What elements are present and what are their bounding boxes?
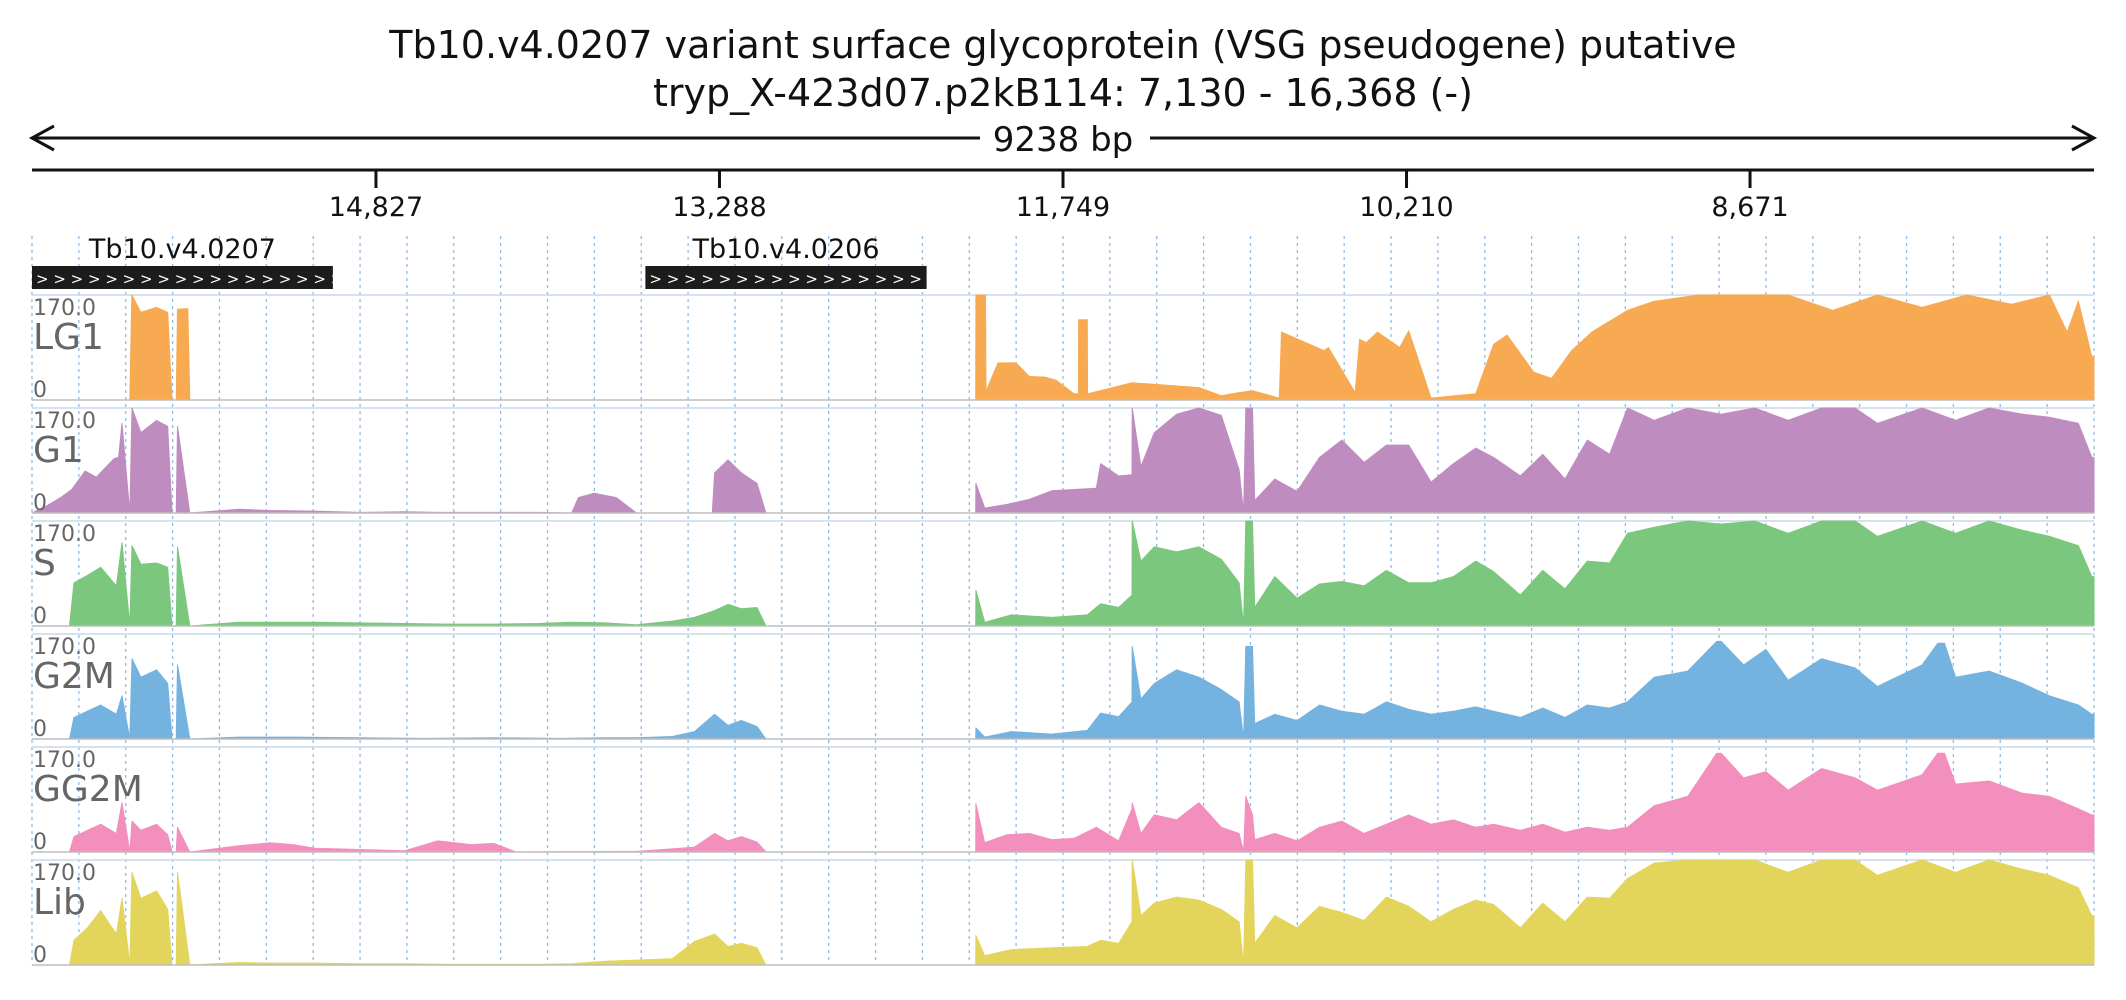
gene-track: Tb10.v4.0207 > > > > > > > > > > > > > > …	[32, 234, 939, 289]
span-arrow-left	[28, 124, 55, 152]
position-axis: 14,827 13,288 11,749 10,210 8,671	[32, 168, 2094, 223]
span-arrow-right	[2071, 124, 2098, 152]
y-min-label: 0	[33, 378, 47, 403]
chart-subtitle: tryp_X-423d07.p2kB114: 7,130 - 16,368 (-…	[653, 71, 1473, 115]
axis-tick-label: 10,210	[1359, 192, 1453, 223]
track-name: S	[33, 543, 56, 584]
span-label: 9238 bp	[993, 120, 1134, 160]
coverage-area	[31, 640, 2095, 740]
y-min-label: 0	[33, 491, 47, 516]
track-name: GG2M	[33, 769, 143, 810]
y-min-label: 0	[33, 943, 47, 968]
y-max-label: 170.0	[33, 522, 96, 547]
coverage-track-g1: 170.0 0 G1	[31, 407, 2095, 516]
span-indicator: 9238 bp	[28, 120, 2098, 160]
coverage-area	[31, 752, 2095, 853]
track-name: G2M	[33, 656, 115, 697]
coverage-area	[31, 407, 2095, 514]
chart-title: Tb10.v4.0207 variant surface glycoprotei…	[388, 23, 1736, 67]
track-name: Lib	[33, 882, 86, 923]
coverage-tracks: 170.00LG1170.00G1170.00S170.00G2M170.00G…	[31, 294, 2095, 968]
gene-feature: Tb10.v4.0207 > > > > > > > > > > > > > > …	[32, 234, 343, 289]
gene-label: Tb10.v4.0206	[691, 234, 879, 265]
gene-strand-glyphs: > > > > > > > > > > > > > > > > >	[649, 270, 939, 288]
y-min-label: 0	[33, 717, 47, 742]
gene-strand-glyphs: > > > > > > > > > > > > > > > > > >	[36, 270, 343, 288]
gene-bar	[32, 266, 333, 289]
axis-tick-label: 14,827	[329, 192, 423, 223]
gene-label: Tb10.v4.0207	[88, 234, 276, 265]
axis-tick-label: 13,288	[672, 192, 766, 223]
gene-bar	[645, 266, 927, 289]
gene-feature: Tb10.v4.0206 > > > > > > > > > > > > > > …	[645, 234, 939, 289]
track-name: LG1	[33, 317, 104, 358]
coverage-track-gg2m: 170.0 0 GG2M	[31, 746, 2095, 855]
y-max-label: 170.0	[33, 861, 96, 886]
coverage-track-lg1: 170.0 0 LG1	[31, 294, 2095, 403]
coverage-track-g2m: 170.0 0 G2M	[31, 633, 2095, 742]
axis-tick-label: 11,749	[1016, 192, 1110, 223]
coverage-area	[31, 520, 2095, 627]
coverage-track-lib: 170.0 0 Lib	[31, 859, 2095, 968]
y-max-label: 170.0	[33, 296, 96, 321]
y-max-label: 170.0	[33, 409, 96, 434]
track-name: G1	[33, 430, 84, 471]
y-max-label: 170.0	[33, 748, 96, 773]
axis-tick-label: 8,671	[1711, 192, 1788, 223]
y-max-label: 170.0	[33, 635, 96, 660]
coverage-track-s: 170.0 0 S	[31, 520, 2095, 629]
y-min-label: 0	[33, 604, 47, 629]
coverage-area	[31, 859, 2095, 966]
y-min-label: 0	[33, 830, 47, 855]
